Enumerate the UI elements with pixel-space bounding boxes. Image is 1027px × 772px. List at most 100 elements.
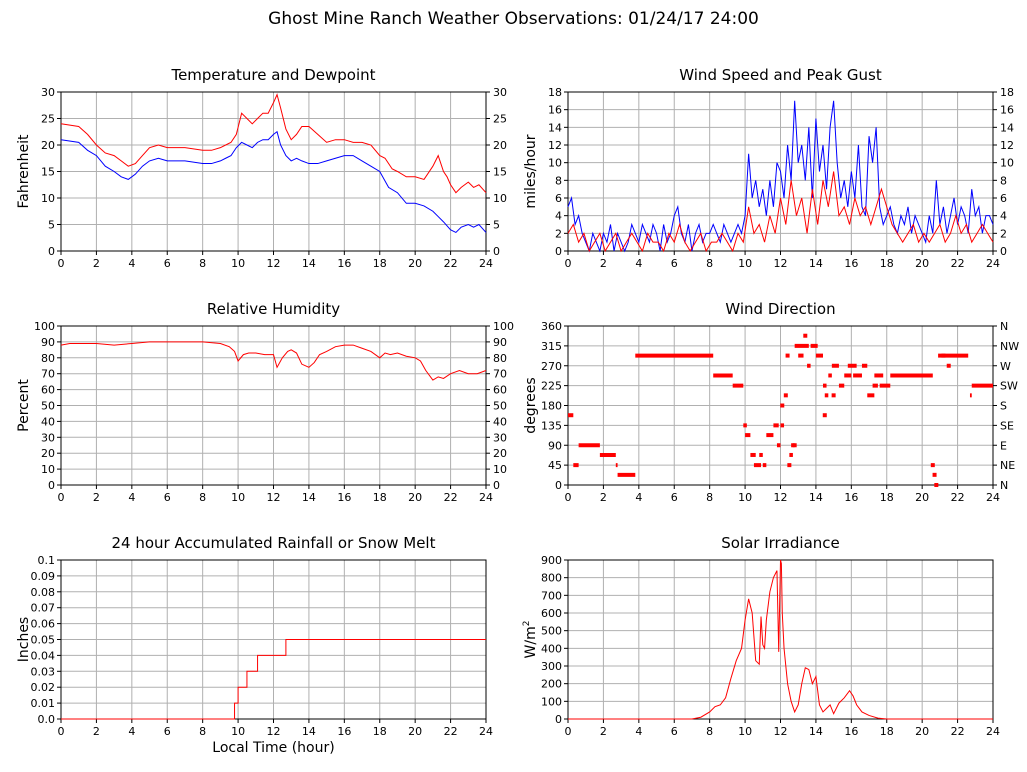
y-tick-label: 0 (555, 713, 562, 726)
x-tick-label: 6 (671, 257, 678, 270)
y-tick-label: 8 (555, 174, 562, 187)
y-tick-label: 16 (548, 104, 562, 117)
x-axis-label: Local Time (hour) (212, 740, 334, 756)
y-right-tick-label: 40 (493, 415, 507, 428)
x-tick-label: 14 (809, 725, 823, 738)
x-tick-label: 8 (706, 725, 713, 738)
y-right-tick-label: SW (1000, 380, 1018, 393)
x-tick-label: 18 (373, 491, 387, 504)
y-tick-label: 90 (41, 336, 55, 349)
chart-title: Temperature and Dewpoint (170, 66, 375, 84)
y-tick-label: 20 (41, 447, 55, 460)
direction-point (803, 333, 808, 338)
y-right-tick-label: 16 (1000, 104, 1014, 117)
y-tick-label: 2 (555, 227, 562, 240)
x-tick-label: 12 (774, 491, 788, 504)
y-right-tick-label: N (1000, 320, 1008, 333)
direction-point (941, 353, 946, 358)
x-tick-label: 6 (671, 725, 678, 738)
x-tick-label: 14 (809, 257, 823, 270)
y-tick-label: 45 (548, 459, 562, 472)
x-tick-label: 24 (986, 725, 1000, 738)
y-axis-label: degrees (523, 377, 539, 433)
x-tick-label: 20 (408, 725, 422, 738)
x-tick-label: 8 (706, 257, 713, 270)
y-tick-label: 0.08 (31, 586, 56, 599)
x-tick-label: 16 (337, 725, 351, 738)
x-tick-label: 20 (408, 491, 422, 504)
y-tick-label: 0.05 (31, 634, 56, 647)
x-tick-label: 18 (880, 491, 894, 504)
y-tick-label: 800 (541, 572, 562, 585)
x-tick-label: 12 (774, 725, 788, 738)
y-tick-label: 0.03 (31, 665, 56, 678)
y-right-tick-label: 8 (1000, 174, 1007, 187)
page-title: Ghost Mine Ranch Weather Observations: 0… (268, 9, 759, 29)
y-tick-label: 135 (541, 419, 562, 432)
y-right-tick-label: 30 (493, 431, 507, 444)
y-axis-label-superscript: 2 (522, 621, 532, 627)
direction-point (822, 413, 827, 418)
y-tick-label: 14 (548, 121, 562, 134)
y-right-tick-label: 15 (493, 166, 507, 179)
y-tick-label: 300 (541, 660, 562, 673)
y-tick-label: 400 (541, 642, 562, 655)
y-right-tick-label: 14 (1000, 121, 1014, 134)
x-tick-label: 2 (93, 725, 100, 738)
y-tick-label: 0.01 (31, 697, 56, 710)
y-tick-label: 18 (548, 86, 562, 99)
y-right-tick-label: W (1000, 360, 1011, 373)
series-line-1 (60, 130, 487, 234)
x-tick-label: 2 (600, 725, 607, 738)
y-tick-label: 5 (48, 219, 55, 232)
x-tick-label: 18 (373, 257, 387, 270)
direction-point (785, 353, 790, 358)
y-tick-label: 0.02 (31, 681, 56, 694)
y-tick-label: 25 (41, 113, 55, 126)
y-tick-label: 360 (541, 320, 562, 333)
series-line-0 (568, 559, 993, 720)
y-tick-label: 100 (34, 320, 55, 333)
x-tick-label: 2 (93, 491, 100, 504)
x-tick-label: 24 (479, 257, 493, 270)
y-tick-label: 0 (48, 479, 55, 492)
y-right-tick-label: 0 (493, 479, 500, 492)
x-tick-label: 10 (738, 491, 752, 504)
y-tick-label: 60 (41, 384, 55, 397)
y-axis-label: miles/hour (523, 134, 539, 208)
y-tick-label: 90 (548, 439, 562, 452)
x-tick-label: 10 (231, 491, 245, 504)
x-tick-label: 0 (565, 725, 572, 738)
x-tick-label: 24 (479, 491, 493, 504)
x-tick-label: 18 (880, 725, 894, 738)
y-right-tick-label: 90 (493, 336, 507, 349)
x-tick-label: 20 (915, 491, 929, 504)
y-axis-label: W/m2 (522, 621, 539, 659)
y-axis-label: Fahrenheit (16, 134, 32, 209)
direction-point (783, 393, 788, 398)
chart-rain: 24 hour Accumulated Rainfall or Snow Mel… (16, 534, 493, 756)
x-tick-label: 4 (128, 725, 135, 738)
x-tick-label: 20 (915, 257, 929, 270)
x-tick-label: 22 (444, 257, 458, 270)
x-tick-label: 22 (951, 257, 965, 270)
y-tick-label: 0.0 (38, 713, 56, 726)
series-line-1 (567, 171, 994, 253)
x-tick-label: 10 (738, 257, 752, 270)
direction-point (787, 463, 792, 468)
x-tick-label: 24 (986, 491, 1000, 504)
y-right-tick-label: 6 (1000, 192, 1007, 205)
y-right-tick-label: 0 (1000, 245, 1007, 258)
x-tick-label: 2 (93, 257, 100, 270)
y-tick-label: 50 (41, 400, 55, 413)
x-tick-label: 20 (408, 257, 422, 270)
y-tick-label: 0.04 (31, 649, 56, 662)
x-tick-label: 8 (706, 491, 713, 504)
series-line-0 (60, 93, 487, 194)
x-tick-label: 20 (915, 725, 929, 738)
chart-title: Solar Irradiance (721, 534, 840, 552)
